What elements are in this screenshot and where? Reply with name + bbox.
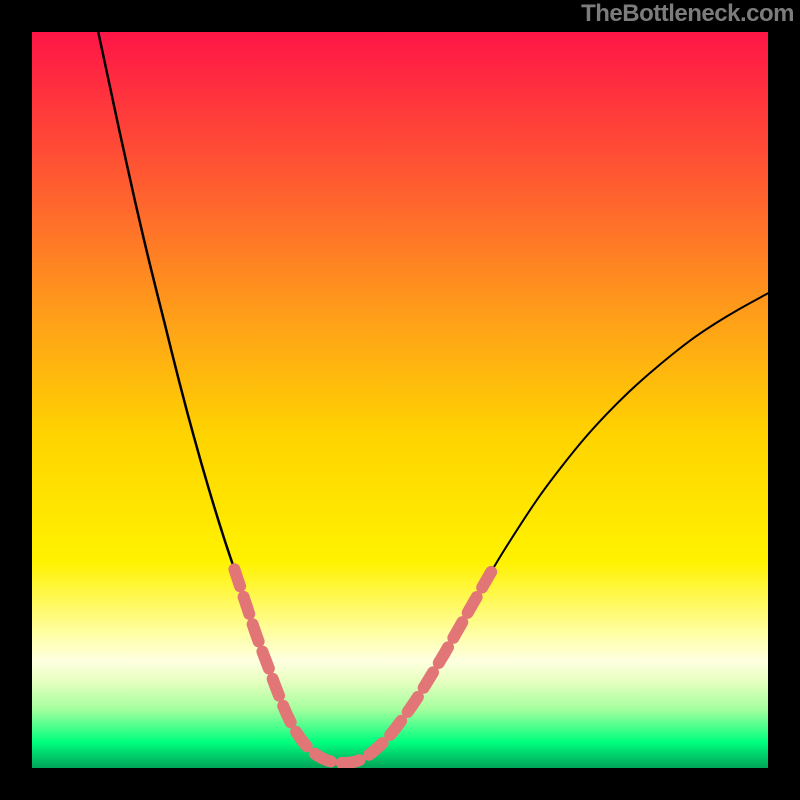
chart-root: TheBottleneck.com: [0, 0, 800, 800]
plot-area: [32, 32, 768, 768]
watermark-text: TheBottleneck.com: [581, 0, 794, 28]
gradient-background: [32, 32, 768, 768]
chart-svg: [32, 32, 768, 768]
